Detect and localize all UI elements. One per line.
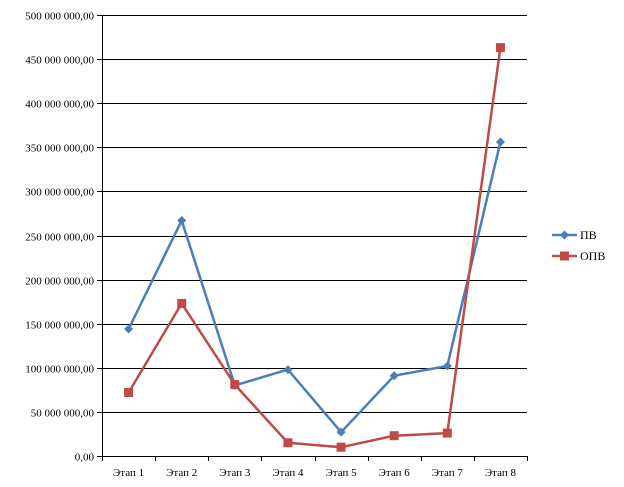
x-axis: Этап 1 Этап 2 Этап 3 Этап 4 Этап 5 Этап 6 Этап…: [102, 456, 528, 479]
x-tick-label: Этап 8: [485, 467, 517, 479]
legend-marker: [560, 251, 569, 261]
series-1-point: [442, 361, 452, 371]
series-2-point: [124, 387, 134, 397]
series-2-point: [336, 442, 346, 452]
x-tick-label: Этап 2: [166, 467, 197, 479]
legend: ПВ ОПВ: [552, 228, 605, 263]
y-tick-label: 0,00: [75, 452, 95, 464]
series-1-point: [389, 371, 399, 381]
x-tick-label: Этап 3: [219, 467, 251, 479]
y-axis: 0,00 50 000 000,00 100 000 000,00 150 000 0…: [25, 11, 103, 464]
series-1-point: [495, 137, 505, 147]
series-2-point: [442, 428, 452, 438]
series-1-line: [127, 141, 502, 434]
y-tick-label: 500 000 000,00: [25, 11, 94, 23]
series-2-point: [495, 43, 505, 53]
x-tick-label: Этап 6: [379, 467, 411, 479]
series-2-point: [230, 380, 240, 390]
x-tick-label: Этап 4: [272, 467, 304, 479]
series-1-point: [336, 427, 346, 437]
y-tick-label: 250 000 000,00: [25, 232, 94, 244]
y-tick-label: 350 000 000,00: [25, 143, 94, 155]
x-tick-label: Этап 7: [432, 467, 464, 479]
x-tick-label: Этап 5: [326, 467, 358, 479]
series-1-point: [177, 216, 187, 226]
y-tick-label: 200 000 000,00: [25, 276, 94, 288]
legend-label: ОПВ: [580, 249, 605, 263]
legend-label: ПВ: [580, 228, 597, 242]
y-tick-label: 150 000 000,00: [25, 320, 94, 332]
series-group: [124, 43, 505, 452]
y-tick-label: 450 000 000,00: [25, 55, 94, 67]
series-2-line: [127, 47, 502, 449]
series-1-point: [283, 365, 293, 375]
x-tick-label: Этап 1: [113, 467, 144, 479]
y-tick-label: 400 000 000,00: [25, 99, 94, 111]
series-1-point: [124, 324, 134, 334]
series-2-point: [283, 438, 293, 448]
series-2-point: [177, 298, 187, 308]
series-2-point: [389, 431, 399, 441]
y-tick-label: 300 000 000,00: [25, 187, 94, 199]
legend-marker: [560, 230, 569, 240]
grid-lines: [97, 15, 527, 457]
y-tick-label: 100 000 000,00: [25, 364, 94, 376]
y-tick-label: 50 000 000,00: [31, 408, 95, 420]
